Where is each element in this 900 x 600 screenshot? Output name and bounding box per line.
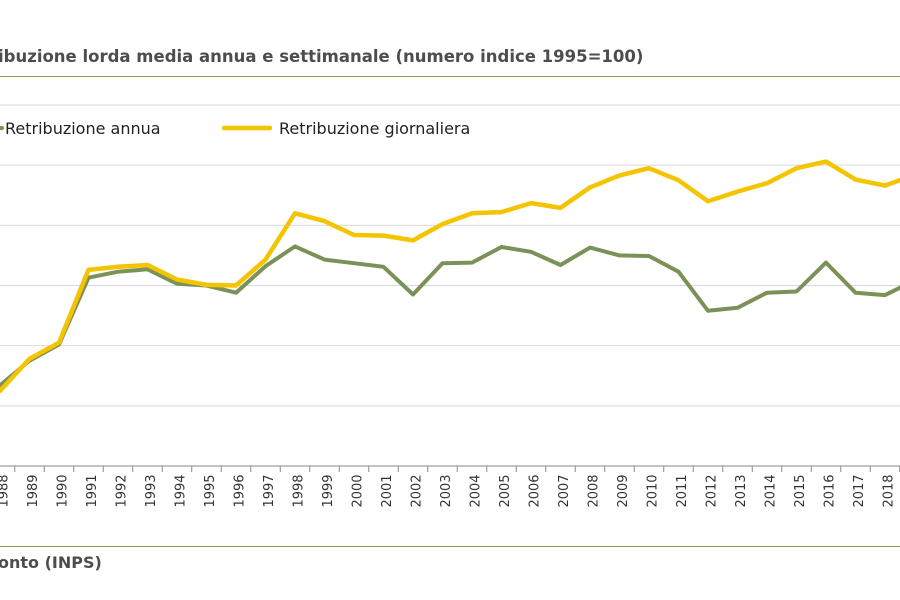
top-rule <box>0 76 900 77</box>
legend-label-retribuzione-giornaliera: Retribuzione giornaliera <box>279 119 470 138</box>
series-lines <box>0 159 900 394</box>
x-tick-label: 2004 <box>469 474 484 507</box>
x-tick-label: 2016 <box>823 474 838 507</box>
x-tick-label: 2017 <box>852 474 867 507</box>
chart-title: ibuzione lorda media annua e settimanale… <box>0 47 644 66</box>
x-tick-label: 1991 <box>85 474 100 507</box>
x-tick-label: 1990 <box>56 474 71 507</box>
x-tick-label: 1995 <box>203 474 218 507</box>
x-tick-label: 1989 <box>26 474 41 507</box>
x-tick-label: 2007 <box>557 474 572 507</box>
x-tick-label: 1988 <box>0 474 12 507</box>
x-tick-label: 1996 <box>233 474 248 507</box>
x-tick-label: 2014 <box>764 474 779 507</box>
legend-label-retribuzione-annua: Retribuzione annua <box>5 119 161 138</box>
x-tick-label: 2012 <box>705 474 720 507</box>
x-tick-label: 2011 <box>675 474 690 507</box>
x-tick-label: 2002 <box>410 474 425 507</box>
x-tick-label: 1999 <box>321 474 336 507</box>
series-line-retribuzione-annua <box>0 244 900 388</box>
x-tick-label: 2013 <box>734 474 749 507</box>
x-tick-label: 1993 <box>144 474 159 507</box>
x-tick-label: 2008 <box>587 474 602 507</box>
x-tick-label: 2009 <box>616 474 631 507</box>
x-tick-label: 2006 <box>528 474 543 507</box>
x-tick-label: 2005 <box>498 474 513 507</box>
x-tick-label: 1997 <box>262 474 277 507</box>
x-tick-label: 1992 <box>115 474 130 507</box>
x-tick-label: 2000 <box>351 474 366 507</box>
x-tick-label: 2015 <box>793 474 808 507</box>
x-tick-label: 2010 <box>646 474 661 507</box>
legend: Retribuzione annua Retribuzione giornalie… <box>0 119 470 138</box>
x-tick-label: 1998 <box>292 474 307 507</box>
x-tick-label: 2001 <box>380 474 395 507</box>
x-tick-label: 1994 <box>174 474 189 507</box>
x-tick-label: 2003 <box>439 474 454 507</box>
grid-lines <box>0 104 900 407</box>
source-note: onto (INPS) <box>0 553 102 572</box>
x-tick-label: 2018 <box>882 474 897 507</box>
x-axis: 1988 1989 1990 1991 1992 1993 1994 1995 1996 1997… <box>0 465 900 508</box>
bottom-rule <box>0 546 900 547</box>
series-line-retribuzione-giornaliera <box>0 159 900 394</box>
